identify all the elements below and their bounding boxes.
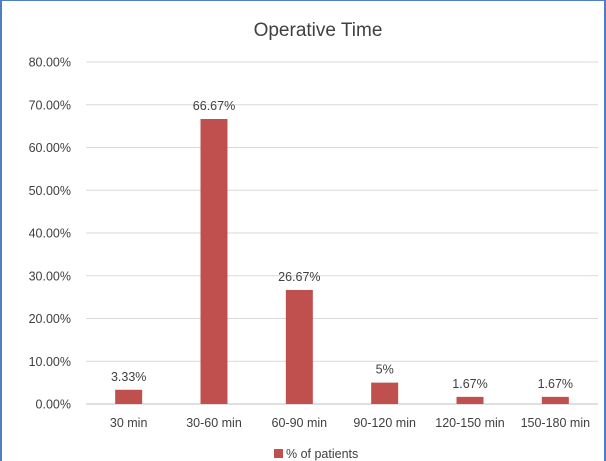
x-tick-label: 30-60 min bbox=[186, 416, 242, 430]
y-tick-label: 30.00% bbox=[29, 269, 71, 283]
y-tick-label: 80.00% bbox=[29, 56, 71, 70]
y-tick-label: 20.00% bbox=[29, 312, 71, 326]
x-tick-label: 60-90 min bbox=[272, 416, 328, 430]
x-tick-label: 30 min bbox=[110, 416, 148, 430]
y-tick-label: 0.00% bbox=[36, 398, 71, 412]
bar bbox=[456, 396, 484, 404]
bar bbox=[115, 389, 143, 404]
data-label: 1.67% bbox=[538, 377, 573, 391]
y-tick-label: 60.00% bbox=[29, 141, 71, 155]
x-tick-label: 90-120 min bbox=[353, 416, 416, 430]
bar bbox=[371, 382, 399, 404]
legend: % of patients bbox=[274, 447, 358, 461]
y-tick-label: 10.00% bbox=[29, 355, 71, 369]
y-tick-label: 50.00% bbox=[29, 184, 71, 198]
bar bbox=[285, 289, 313, 404]
data-label: 5% bbox=[376, 363, 394, 377]
x-tick-label: 150-180 min bbox=[521, 416, 591, 430]
x-axis: 30 min 30-60 min 60-90 min 90-120 min 120-15… bbox=[110, 416, 590, 430]
bar bbox=[541, 396, 569, 404]
y-tick-label: 40.00% bbox=[29, 227, 71, 241]
data-label: 3.33% bbox=[111, 370, 146, 384]
y-axis: 0.00% 10.00% 20.00% 30.00% 40.00% 50.00% 60.00… bbox=[29, 56, 71, 412]
data-labels: 3.33% 66.67% 26.67% 5% 1.67% 1.67% bbox=[111, 99, 573, 391]
bar bbox=[200, 118, 228, 404]
y-tick-label: 70.00% bbox=[29, 98, 71, 112]
gridlines bbox=[86, 61, 598, 405]
chart-title: Operative Time bbox=[254, 20, 383, 41]
bars bbox=[115, 118, 569, 404]
data-label: 26.67% bbox=[278, 270, 320, 284]
legend-label: % of patients bbox=[286, 447, 358, 461]
data-label: 66.67% bbox=[193, 99, 235, 113]
legend-swatch bbox=[274, 449, 283, 458]
x-tick-label: 120-150 min bbox=[435, 416, 505, 430]
data-label: 1.67% bbox=[452, 377, 487, 391]
